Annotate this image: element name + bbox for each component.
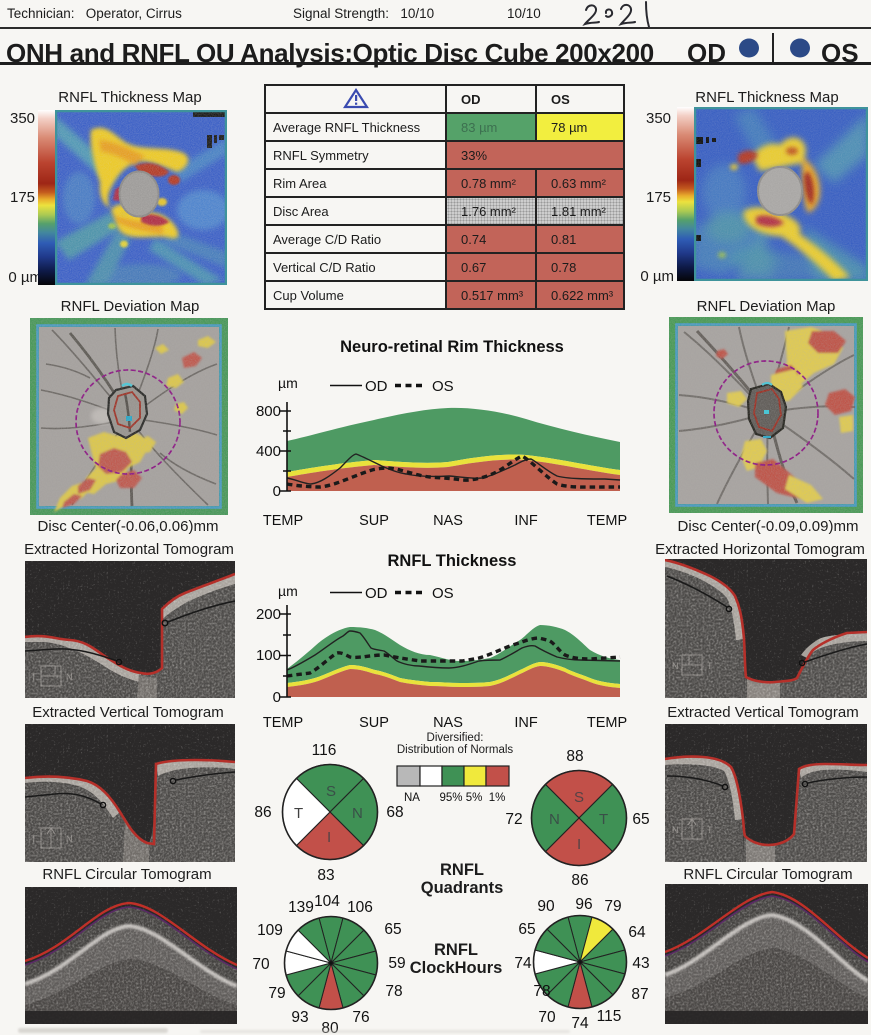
svg-text:200: 200: [256, 606, 281, 623]
svg-text:86: 86: [571, 872, 588, 889]
svg-text:TEMP: TEMP: [587, 513, 627, 529]
svg-text:104: 104: [314, 893, 340, 910]
svg-text:NAS: NAS: [433, 715, 463, 731]
svg-text:T: T: [707, 825, 713, 835]
svg-text:S: S: [326, 783, 336, 800]
svg-text:70: 70: [538, 1009, 556, 1026]
svg-text:68: 68: [386, 804, 403, 821]
svg-text:N: N: [66, 672, 73, 682]
svg-text:100: 100: [256, 647, 281, 664]
svg-text:TEMP: TEMP: [263, 513, 303, 529]
svg-text:116: 116: [312, 742, 337, 759]
svg-text:NA: NA: [404, 792, 420, 804]
svg-text:Neuro-retinal Rim Thickness: Neuro-retinal Rim Thickness: [340, 338, 564, 356]
svg-text:109: 109: [257, 922, 283, 939]
svg-text:115: 115: [597, 1008, 622, 1025]
svg-text:93: 93: [291, 1009, 308, 1026]
svg-text:65: 65: [384, 921, 401, 938]
svg-text:78: 78: [533, 983, 550, 1000]
svg-text:65: 65: [518, 921, 535, 938]
svg-text:83: 83: [317, 867, 334, 884]
svg-text:79: 79: [604, 898, 621, 915]
svg-text:65: 65: [632, 811, 649, 828]
svg-text:SUP: SUP: [359, 715, 389, 731]
svg-text:0: 0: [273, 689, 281, 706]
svg-text:I: I: [327, 829, 331, 846]
svg-text:800: 800: [256, 403, 281, 420]
svg-text:INF: INF: [514, 513, 538, 529]
svg-text:µm: µm: [278, 583, 298, 599]
svg-text:I: I: [577, 836, 581, 853]
svg-text:76: 76: [352, 1009, 369, 1026]
svg-text:T: T: [707, 661, 713, 671]
svg-text:95%: 95%: [439, 792, 462, 804]
svg-text:OD: OD: [365, 378, 388, 395]
svg-text:87: 87: [631, 986, 648, 1003]
svg-text:N: N: [672, 661, 679, 671]
svg-text:N: N: [549, 811, 560, 828]
svg-text:SUP: SUP: [359, 513, 389, 529]
svg-text:43: 43: [632, 955, 649, 972]
svg-text:N: N: [352, 805, 363, 822]
svg-text:0: 0: [273, 483, 281, 500]
svg-text:86: 86: [254, 804, 271, 821]
svg-text:TEMP: TEMP: [587, 715, 627, 731]
svg-text:74: 74: [514, 955, 532, 972]
svg-text:88: 88: [566, 748, 583, 765]
svg-text:64: 64: [628, 924, 646, 941]
svg-text:78: 78: [385, 983, 402, 1000]
svg-text:OS: OS: [432, 585, 454, 602]
svg-text:5%: 5%: [466, 792, 483, 804]
svg-text:N: N: [672, 825, 679, 835]
svg-text:T: T: [31, 834, 37, 844]
svg-text:139: 139: [288, 899, 314, 916]
svg-text:96: 96: [575, 896, 592, 913]
svg-text:OD: OD: [365, 585, 388, 602]
svg-text:S: S: [574, 789, 584, 806]
svg-text:N: N: [66, 834, 73, 844]
svg-text:OS: OS: [432, 378, 454, 395]
svg-text:T: T: [31, 672, 37, 682]
svg-text:RNFL Thickness: RNFL Thickness: [388, 552, 517, 570]
svg-text:59: 59: [388, 955, 405, 972]
svg-text:79: 79: [268, 985, 285, 1002]
svg-text:NAS: NAS: [433, 513, 463, 529]
svg-text:72: 72: [505, 811, 522, 828]
svg-text:TEMP: TEMP: [263, 715, 303, 731]
svg-text:INF: INF: [514, 715, 538, 731]
svg-text:1%: 1%: [489, 792, 506, 804]
svg-text:T: T: [294, 805, 303, 822]
svg-text:70: 70: [252, 956, 270, 973]
svg-text:T: T: [599, 811, 608, 828]
svg-text:106: 106: [347, 899, 373, 916]
svg-text:µm: µm: [278, 375, 298, 391]
svg-text:400: 400: [256, 443, 281, 460]
svg-text:90: 90: [537, 898, 555, 915]
svg-text:74: 74: [571, 1015, 589, 1032]
